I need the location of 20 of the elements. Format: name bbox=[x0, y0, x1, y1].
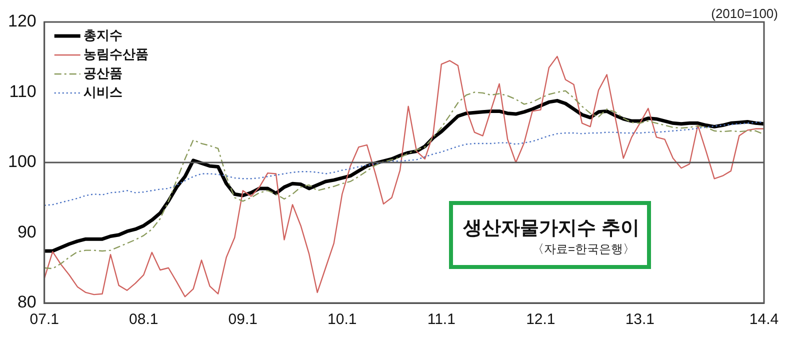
y-tick-label: 100 bbox=[8, 152, 36, 172]
legend-label: 공산품 bbox=[83, 66, 122, 82]
x-tick-label: 08.1 bbox=[129, 311, 158, 328]
legend-label: 시비스 bbox=[83, 85, 122, 100]
annotation: 〈자료=한국은행〉 bbox=[532, 241, 635, 258]
y-tick-label: 110 bbox=[9, 82, 36, 101]
x-tick-label: 09.1 bbox=[228, 311, 258, 328]
x-tick-label: 14.4 bbox=[749, 311, 779, 328]
x-tick-label: 11.1 bbox=[427, 311, 456, 328]
y-tick-label: 90 bbox=[17, 222, 36, 242]
legend-label: 농림수산품 bbox=[83, 47, 148, 62]
x-tick-label: 12.1 bbox=[526, 311, 556, 328]
y-tick-label: 80 bbox=[17, 292, 36, 312]
text: (2010=100) bbox=[711, 6, 778, 21]
x-tick-label: 10.1 bbox=[328, 311, 357, 328]
x-tick-label: 13.1 bbox=[625, 311, 655, 328]
legend-label: 총지수 bbox=[83, 28, 122, 44]
y-tick-label: 120 bbox=[8, 12, 36, 31]
x-tick-label: 07.1 bbox=[30, 311, 59, 328]
text: 생산자물가지수 추이 bbox=[463, 217, 640, 241]
